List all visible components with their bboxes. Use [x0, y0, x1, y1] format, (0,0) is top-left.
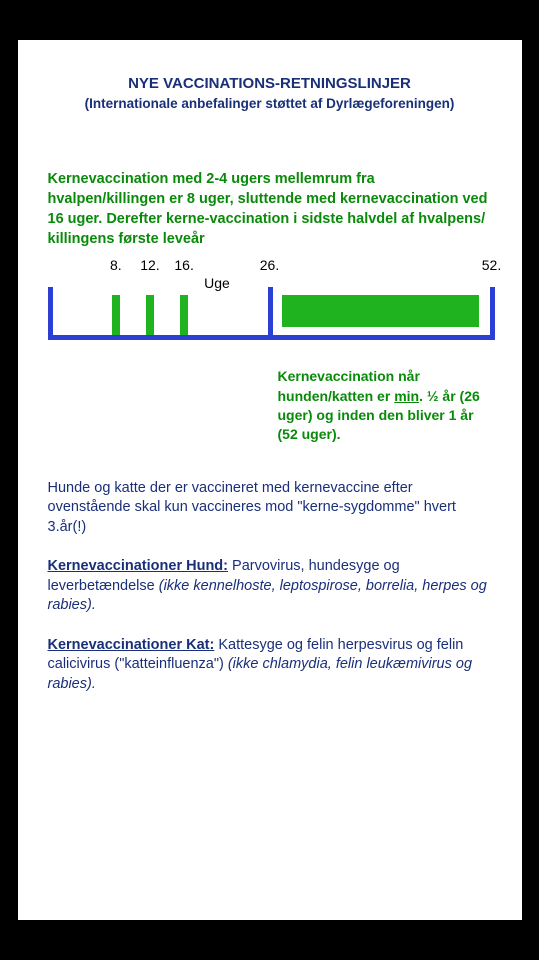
tick-label-52: 52. [482, 257, 501, 273]
axis-label: Uge [204, 275, 230, 291]
page-subtitle: (Internationale anbefalinger støttet af … [48, 96, 492, 111]
tick-label-12: 12. [140, 257, 159, 273]
vaccination-timeline: Uge8.12.16.26.52. [48, 257, 492, 347]
paragraph-cat: Kernevaccinationer Kat: Kattesyge og fel… [48, 636, 492, 695]
tick-label-26: 26. [260, 257, 279, 273]
dog-label: Kernevaccinationer Hund: [48, 558, 229, 574]
annotation-text-3: (52 uger). [278, 426, 341, 442]
tick-26 [268, 287, 273, 340]
annotation-min: min [394, 388, 419, 404]
page-title: NYE VACCINATIONS-RETNINGSLINJER [48, 74, 492, 94]
paragraph-general: Hunde og katte der er vaccineret med ker… [48, 479, 492, 538]
vaccination-window-block [282, 295, 478, 327]
tick-label-16: 16. [174, 257, 193, 273]
tick-52 [490, 287, 495, 340]
paragraph-dog: Kernevaccinationer Hund: Parvovirus, hun… [48, 557, 492, 616]
body-text: Hunde og katte der er vaccineret med ker… [48, 479, 492, 695]
tick-8 [112, 295, 120, 335]
tick-label-8: 8. [110, 257, 122, 273]
tick-16 [180, 295, 188, 335]
timeline-start-tick [48, 287, 53, 340]
cat-label: Kernevaccinationer Kat: [48, 637, 215, 653]
intro-paragraph: Kernevaccination med 2-4 ugers mellemrum… [48, 169, 492, 249]
document-page: NYE VACCINATIONS-RETNINGSLINJER (Interna… [18, 40, 522, 920]
tick-12 [146, 295, 154, 335]
timeline-annotation: Kernevaccination når hunden/katten er mi… [278, 367, 498, 444]
